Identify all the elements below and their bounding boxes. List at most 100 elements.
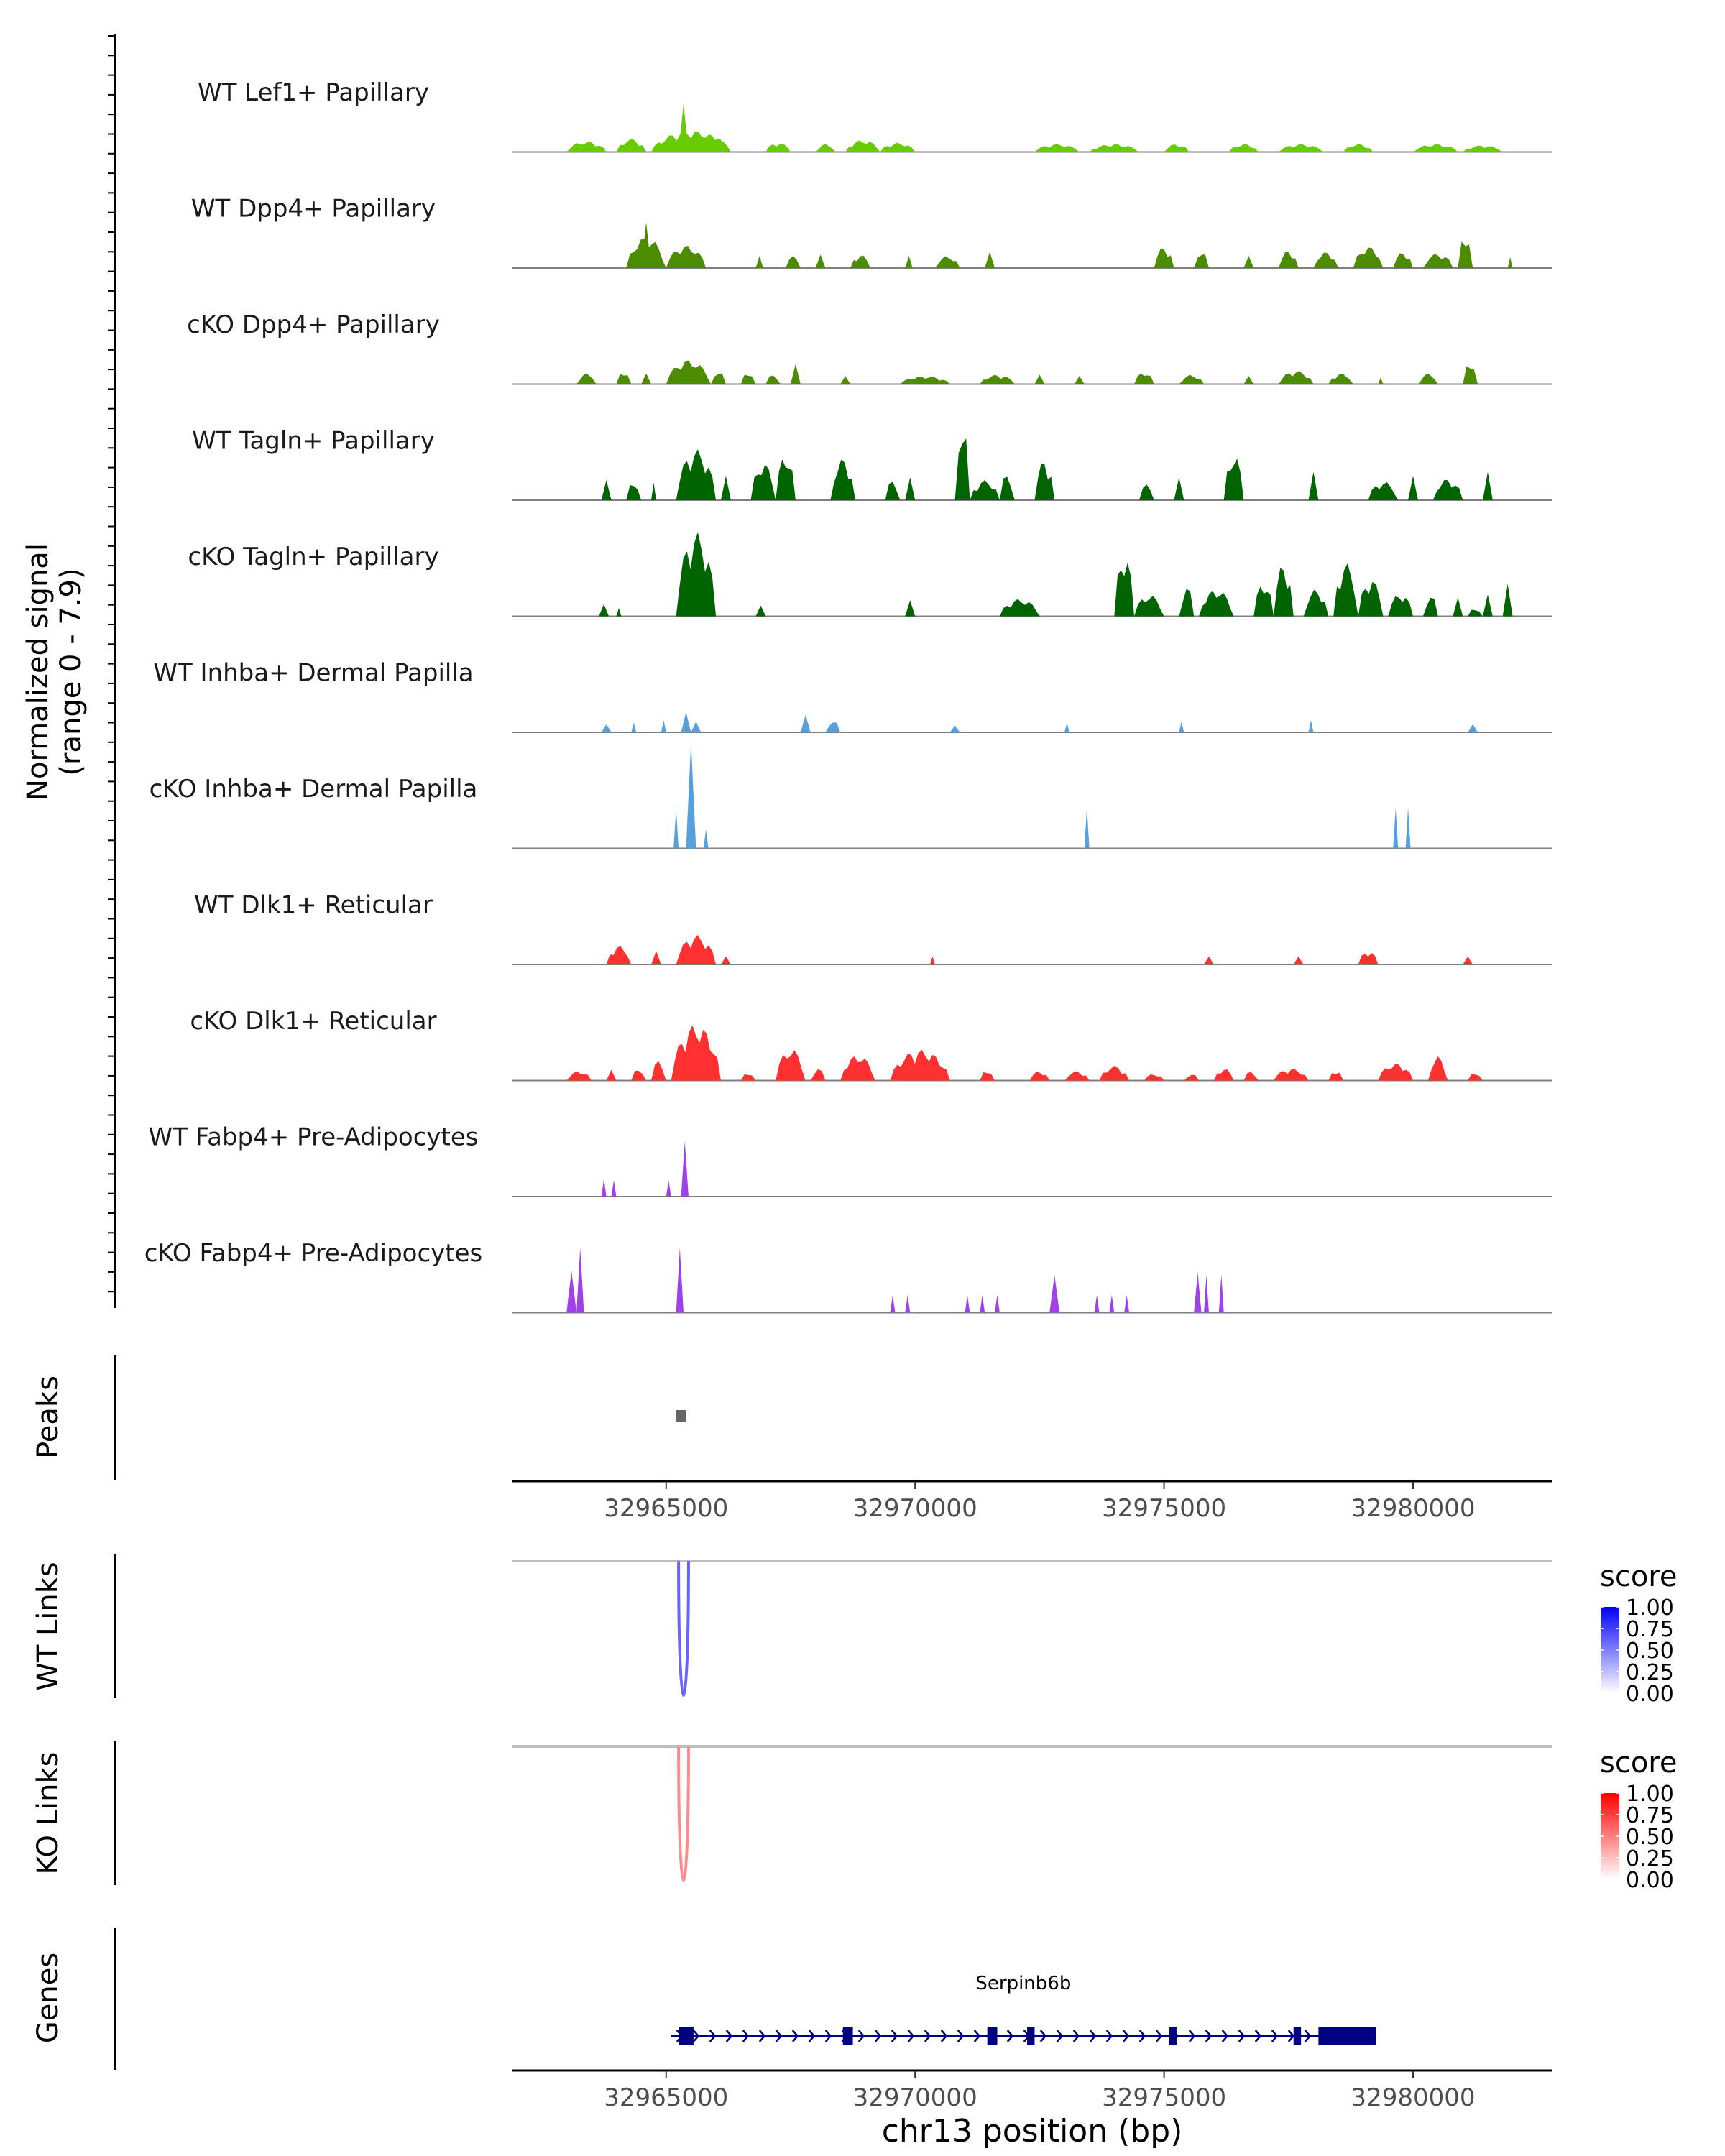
coverage-track-label: WT Dlk1+ Reticular [194,891,433,920]
gene-strand-arrow [1006,2030,1014,2042]
coverage-peak [1502,584,1513,617]
coverage-track: WT Fabp4+ Pre-Adipocytes [149,1123,1552,1197]
coverage-peak [845,140,880,152]
coverage-peak [1328,373,1353,384]
coverage-peak [890,1049,950,1081]
coverage-track-label: cKO Inhba+ Dermal Papilla [150,775,478,803]
ko-links-label: KO Links [32,1752,65,1875]
coverage-peak [980,1072,995,1081]
coverage-peak [616,138,647,152]
coverage-peak [830,459,856,500]
coverage-peak [1204,1275,1209,1313]
coverage-track: cKO Dlk1+ Reticular [190,1007,1552,1082]
coverage-peak [1179,589,1195,617]
legend-tick-label: 0.75 [1626,1617,1674,1642]
coverage-peak [1463,956,1473,964]
coverage-track-label: cKO Tagln+ Papillary [188,543,438,571]
coverage-peak [1427,1056,1448,1081]
gene-strand-arrow [1304,2030,1312,2042]
x-axis-bottom-tick-label: 32975000 [1102,2083,1226,2112]
x-axis-bottom-tick-label: 32980000 [1351,2083,1475,2112]
coverage-peak [1458,241,1473,268]
coverage-peak [800,714,811,732]
coverage-peak [599,604,610,617]
gene-exon [1318,2027,1376,2045]
coverage-peak [1243,376,1254,384]
coverage-peak [676,935,717,964]
genes-panel: Genes Serpinb6b 32965000 32970000 32975000… [32,1928,1552,2150]
coverage-peak [626,485,642,500]
gene-strand-arrow [891,2030,898,2042]
coverage-peak [606,1069,617,1081]
gene-strand-arrow [957,2030,965,2042]
coverage-peak [1417,373,1438,384]
coverage-peak [1099,1065,1130,1081]
ko-link-arc [677,1746,690,1883]
coverage-peak [740,374,756,384]
coverage-track-label: WT Dpp4+ Papillary [191,195,436,224]
coverage-peak [711,373,726,384]
coverage-y-label-line1: Normalized signal [22,543,55,801]
coverage-track: WT Dpp4+ Papillary [191,195,1552,269]
gene-strand-arrow [775,2030,783,2042]
coverage-peak [900,376,950,384]
peaks-regions [676,1410,686,1422]
coverage-peak [1408,476,1418,500]
gene-strand-arrow [758,2030,766,2042]
gene-strand-arrow [924,2030,932,2042]
gene-strand-arrow [1155,2030,1163,2042]
coverage-peak [681,711,691,732]
coverage-peak [1278,371,1314,384]
coverage-peak [1154,248,1174,268]
ko-links-panel: KO Links score 1.000.750.500.250.00 [32,1741,1677,1893]
legend-tick-label: 0.25 [1626,1846,1674,1871]
coverage-peak [949,725,960,732]
coverage-peak [1432,479,1463,500]
legend-tick-label: 1.00 [1626,1595,1674,1621]
gene-name-label: Serpinb6b [975,1973,1071,1994]
gene-exon [678,2027,694,2045]
coverage-peak [880,142,916,152]
coverage-peak [1194,1272,1202,1313]
gene-strand-arrow [1072,2030,1080,2042]
coverage-peak [1199,591,1234,617]
coverage-peak [999,476,1015,500]
coverage-peak [995,1295,1000,1313]
coverage-peak [1313,252,1339,268]
coverage-peak [1468,1074,1484,1081]
coverage-peak [1184,1074,1200,1081]
coverage-peak [676,532,717,617]
coverage-track: WT Lef1+ Papillary [198,78,1552,153]
coverage-peak [666,1180,671,1197]
gene-exon [842,2027,853,2045]
gene-strand-arrow [1287,2030,1295,2042]
coverage-peak [666,245,707,268]
peaks-label: Peaks [32,1376,65,1459]
coverage-peak [765,144,791,152]
gene-strand-arrow [824,2030,832,2042]
coverage-peak [691,722,702,732]
coverage-peak [825,722,841,732]
coverage-peak [681,1141,689,1197]
coverage-peak [1368,482,1399,500]
legend-tick-label: 0.75 [1626,1803,1674,1828]
gene-strand-arrow [1138,2030,1146,2042]
coverage-track: cKO Inhba+ Dermal Papilla [150,742,1552,849]
peak-region [676,1410,686,1422]
coverage-peak [885,482,901,500]
wt-links-panel: WT Links score 1.000.750.500.250.00 [32,1554,1677,1707]
coverage-track: cKO Tagln+ Papillary [188,532,1552,617]
gene-strand-arrow [709,2030,717,2042]
coverage-peak [1089,144,1139,152]
coverage-peak [576,1248,584,1313]
coverage-peak [566,141,607,152]
ko-legend-ticks: 1.000.750.500.250.00 [1601,1782,1674,1893]
legend-tick-label: 0.00 [1626,1868,1674,1893]
coverage-peak [1243,1072,1259,1081]
x-axis-top: 32965000 32970000 32975000 32980000 [604,1482,1476,1523]
gene-exon [1027,2027,1035,2045]
coverage-track: WT Inhba+ Dermal Papilla [153,659,1552,733]
coverage-peak [611,1180,617,1197]
gene-exon [1169,2027,1177,2045]
